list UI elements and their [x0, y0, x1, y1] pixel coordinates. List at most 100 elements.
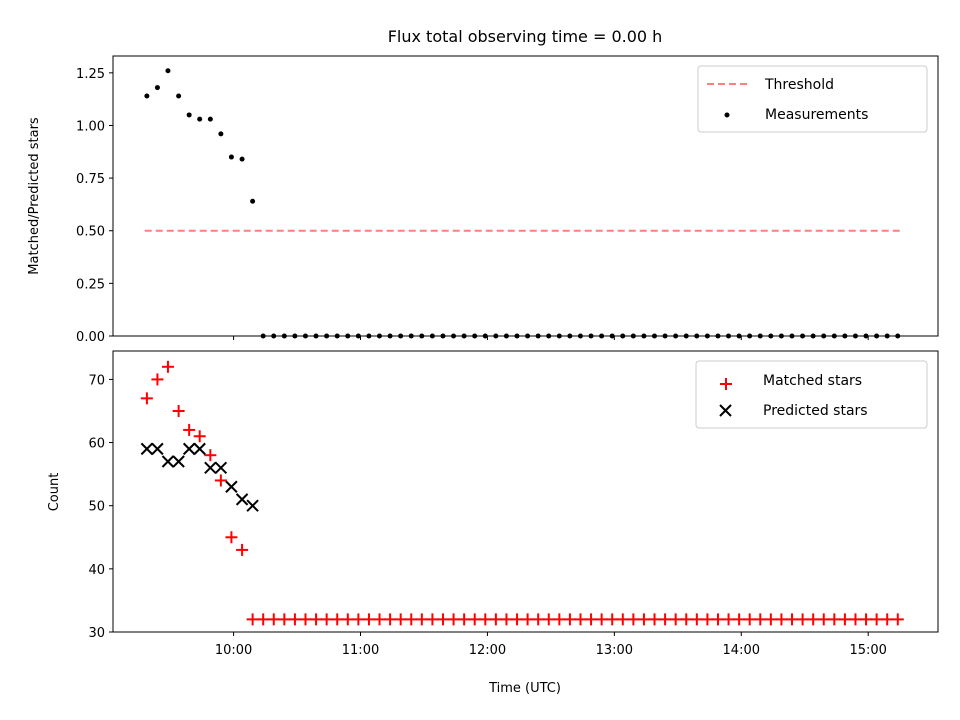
matched-star-point: [553, 613, 566, 626]
x-tick-label: 12:00: [469, 643, 506, 658]
matched-star-point: [796, 613, 809, 626]
legend-predicted-label: Predicted stars: [763, 403, 868, 419]
x-tick-label: 10:00: [215, 643, 252, 658]
legend-predicted-swatch: [719, 404, 732, 417]
y-tick-label: 0.75: [76, 172, 105, 187]
y-tick-label: 0.50: [76, 225, 105, 240]
matched-star-point: [394, 613, 407, 626]
matched-star-point: [627, 613, 640, 626]
top-legend: Threshold Measurements: [697, 65, 928, 133]
matched-star-point: [193, 430, 206, 443]
matched-star-point: [172, 404, 185, 417]
matched-star-point: [204, 449, 217, 462]
matched-star-point: [246, 613, 259, 626]
measurement-point: [154, 85, 160, 91]
matched-star-point: [489, 613, 502, 626]
matched-star-point: [320, 613, 333, 626]
matched-star-point: [532, 613, 545, 626]
matched-star-point: [722, 613, 735, 626]
matched-star-point: [500, 613, 513, 626]
measurement-point: [250, 198, 256, 204]
matched-star-point: [616, 613, 629, 626]
top-panel-ylabel: Matched/Predicted stars: [27, 117, 42, 275]
matched-star-point: [278, 613, 291, 626]
y-tick-label: 1.25: [76, 67, 105, 82]
predicted-star-point: [235, 493, 249, 506]
bottom-panel-marks: [140, 360, 904, 626]
y-tick-label: 60: [88, 437, 105, 452]
top-panel-title: Flux total observing time = 0.00 h: [388, 27, 663, 46]
bottom-panel-ylabel: Count: [47, 473, 62, 512]
bottom-panel: Count Time (UTC) 30 40 50 60 70 10:00 11:00 12…: [47, 350, 939, 696]
matched-star-point: [574, 613, 587, 626]
y-tick-label: 70: [88, 373, 105, 388]
matched-star-point: [458, 613, 471, 626]
top-panel-frame: [112, 55, 939, 337]
matched-star-point: [754, 613, 767, 626]
matched-star-point: [225, 531, 238, 544]
matched-star-point: [838, 613, 851, 626]
bottom-panel-xlabel: Time (UTC): [488, 681, 561, 696]
matched-star-point: [733, 613, 746, 626]
measurement-point: [186, 112, 192, 118]
predicted-star-point: [140, 442, 154, 456]
matched-star-point: [637, 613, 650, 626]
measurement-point: [176, 93, 182, 99]
bottom-legend-box: [695, 360, 928, 429]
matched-star-point: [648, 613, 661, 626]
matched-star-point: [606, 613, 619, 626]
matched-star-point: [426, 613, 439, 626]
matched-star-point: [373, 613, 386, 626]
matched-star-point: [585, 613, 598, 626]
matched-star-point: [310, 613, 323, 626]
y-tick-label: 1.00: [76, 119, 105, 134]
matched-star-point: [828, 613, 841, 626]
matched-star-point: [436, 613, 449, 626]
matched-star-point: [786, 613, 799, 626]
y-tick-label: 40: [88, 563, 105, 578]
top-panel-xaxis: [233, 336, 869, 340]
measurement-point: [218, 131, 224, 137]
matched-star-point: [468, 613, 481, 626]
matched-star-point: [341, 613, 354, 626]
y-tick-label: 30: [88, 626, 105, 641]
predicted-star-point: [214, 461, 228, 475]
bottom-panel-xaxis: 10:00 11:00 12:00 13:00 14:00 15:00: [215, 632, 887, 658]
y-tick-label: 0.25: [76, 277, 105, 292]
matched-star-point: [511, 613, 524, 626]
matched-star-point: [690, 613, 703, 626]
matched-star-point: [542, 613, 555, 626]
predicted-star-point: [204, 461, 217, 475]
matched-star-point: [479, 613, 492, 626]
matched-star-point: [881, 613, 894, 626]
predicted-star-point: [246, 499, 259, 512]
measurement-point: [165, 68, 171, 74]
x-tick-label: 15:00: [849, 643, 886, 658]
bottom-panel-frame: [112, 350, 939, 633]
measurement-point: [207, 116, 213, 122]
matched-star-point: [362, 613, 375, 626]
matched-star-point: [711, 613, 724, 626]
measurement-point: [197, 116, 203, 122]
matched-star-point: [331, 613, 344, 626]
matched-star-point: [161, 360, 174, 373]
matched-star-point: [384, 613, 397, 626]
matched-star-point: [288, 613, 301, 626]
matched-star-point: [764, 613, 777, 626]
measurement-point: [228, 154, 234, 160]
bottom-legend: Matched stars Predicted stars: [695, 360, 928, 429]
matched-star-point: [299, 613, 312, 626]
matched-star-point: [563, 613, 576, 626]
y-tick-label: 50: [88, 500, 105, 515]
matched-star-point: [214, 474, 227, 487]
legend-measurements-label: Measurements: [765, 107, 868, 123]
matched-star-point: [236, 543, 249, 556]
matched-star-point: [257, 613, 270, 626]
top-panel-yaxis: 0.00 0.25 0.50 0.75 1.00 1.25: [76, 67, 113, 345]
measurement-point: [239, 156, 245, 162]
x-tick-label: 13:00: [596, 643, 633, 658]
matched-star-point: [405, 613, 418, 626]
matched-star-point: [870, 613, 883, 626]
predicted-star-point: [172, 455, 185, 468]
matched-star-point: [669, 613, 682, 626]
